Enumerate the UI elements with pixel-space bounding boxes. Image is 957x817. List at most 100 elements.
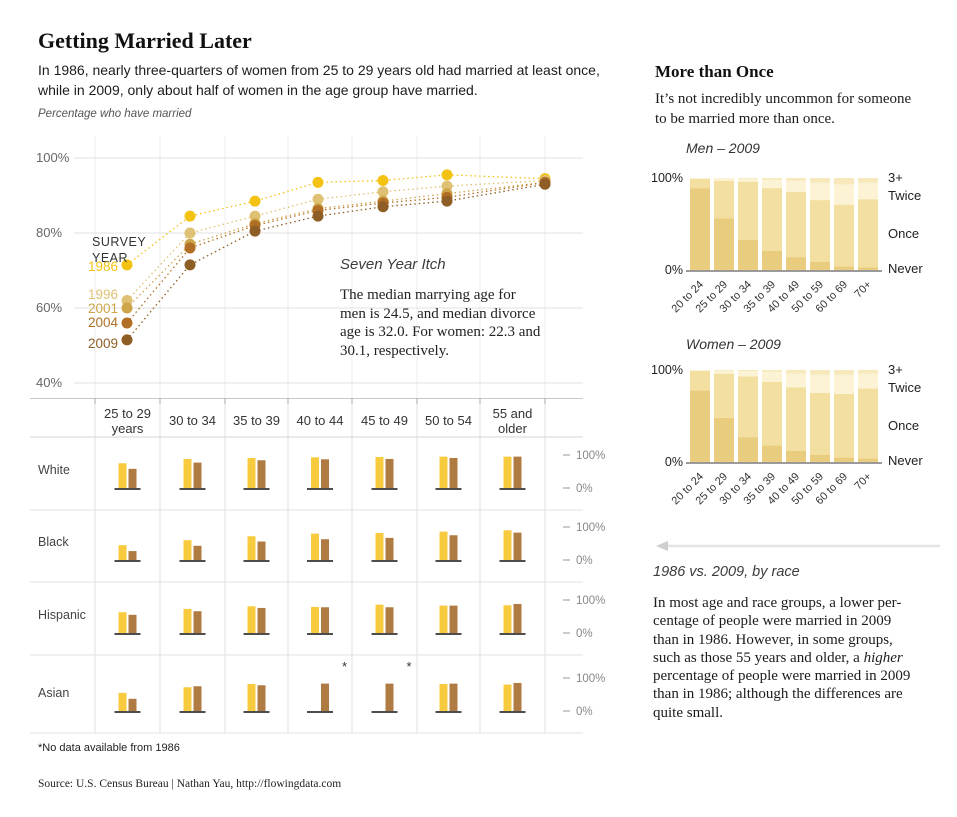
age-column-header: 45 to 49	[361, 413, 408, 428]
bar-2009	[128, 614, 137, 633]
segment-3+	[786, 370, 806, 374]
segment-Once	[690, 370, 710, 391]
segment-3+	[810, 370, 830, 375]
bar-2009	[128, 468, 137, 488]
bar-1986	[439, 683, 448, 711]
segment-Twice	[834, 374, 854, 394]
women-2009-stacked-chart: 100% 0% 20 to 24 25 to 29 30 to 34 35 to 39 40…	[648, 362, 957, 537]
bar-1986	[247, 606, 256, 633]
subtitle-line: while in 2009, only about half of women …	[38, 82, 478, 98]
annotation-text: The median marrying age for men is 24.5,…	[340, 286, 590, 360]
segment-Never	[786, 450, 806, 462]
segment-Twice	[762, 179, 782, 189]
legend-year-label: 1986	[88, 259, 118, 274]
segment-Twice	[714, 370, 734, 374]
race-compare-line: centage of people were married in 2009	[653, 613, 892, 630]
legend-label: 3+	[888, 362, 903, 377]
no-data-asterisk: *	[342, 659, 347, 674]
age-column-header: older	[498, 421, 528, 436]
bar-2009	[257, 460, 266, 488]
y-tick-100: 100%	[651, 171, 683, 185]
mini-axis-label: 0%	[576, 628, 593, 640]
segment-Never	[810, 454, 830, 462]
bar-1986	[183, 540, 192, 560]
y-tick-0: 0%	[665, 263, 683, 277]
age-column-header: 40 to 44	[297, 413, 344, 428]
data-point-2009	[121, 334, 133, 346]
annotation-title: Seven Year Itch	[340, 256, 446, 273]
data-point-1986	[312, 176, 324, 188]
legend-label: Twice	[888, 188, 921, 203]
bar-2009	[385, 683, 394, 711]
bar-2009	[449, 605, 458, 633]
race-row-label: White	[38, 463, 70, 477]
bar-1986	[118, 545, 127, 560]
bar-2009	[321, 683, 329, 711]
data-point-1986	[441, 169, 453, 181]
bar-2009	[257, 607, 266, 633]
mini-axis-label: 100%	[576, 450, 605, 462]
legend-label: Never	[888, 453, 923, 468]
bar-2009	[128, 551, 137, 560]
bar-2009	[449, 457, 458, 488]
data-point-1986	[184, 210, 196, 222]
bar-1986	[118, 612, 127, 633]
segment-Once	[810, 200, 830, 262]
legend-label: Once	[888, 226, 919, 241]
segment-Once	[714, 180, 734, 219]
data-point-2004	[184, 242, 196, 254]
left-arrow	[656, 541, 940, 551]
segment-Twice	[714, 178, 734, 181]
mini-axis-label: 100%	[576, 522, 605, 534]
bar-1986	[118, 463, 127, 488]
survey-year-line-chart: 100% 80% 60% 40% SURVEY YEAR 1986 1996 2001 2004 2…	[30, 128, 590, 400]
annotation-line: 30.1, respectively.	[340, 342, 449, 359]
bar-2009	[193, 545, 202, 560]
legend-title: YEAR	[92, 251, 128, 265]
bar-2009	[257, 541, 266, 560]
legend-year-label: 2009	[88, 336, 118, 351]
y-tick-100: 100%	[651, 363, 683, 377]
segment-3+	[762, 370, 782, 372]
bar-2009	[128, 698, 137, 711]
race-compare-line: quite small.	[653, 704, 723, 721]
data-point-1996	[312, 193, 324, 205]
age-column-header: 30 to 34	[169, 413, 216, 428]
legend-label: 3+	[888, 170, 903, 185]
bar-1986	[183, 608, 192, 633]
race-compare-line: percentage of people were married in 200…	[653, 668, 911, 685]
bar-2009	[513, 456, 522, 488]
segment-Once	[762, 188, 782, 251]
age-column-header: 55 and	[493, 406, 533, 421]
segment-Never	[834, 457, 854, 462]
more-than-once-title: More than Once	[655, 62, 774, 81]
segment-3+	[834, 370, 854, 375]
segment-Never	[786, 257, 806, 270]
race-small-multiples-table: 25 to 29 years 30 to 34 35 to 39 40 to 44 45 …	[30, 398, 630, 763]
bar-1986	[183, 687, 192, 711]
segment-Once	[714, 373, 734, 418]
segment-Once	[762, 381, 782, 446]
data-point-2009	[377, 201, 389, 213]
page-title: Getting Married Later	[38, 28, 252, 53]
segment-Twice	[786, 373, 806, 388]
data-point-2001	[121, 302, 133, 314]
segment-3+	[786, 178, 806, 181]
no-data-asterisk: *	[407, 659, 412, 674]
bar-2009	[321, 539, 329, 560]
segment-Twice	[738, 370, 758, 377]
data-point-2009	[249, 225, 261, 237]
bar-1986	[439, 456, 448, 488]
bar-1986	[311, 457, 319, 488]
segment-Never	[858, 458, 878, 462]
no-data-footnote: *No data available from 1986	[38, 742, 180, 754]
data-point-1986	[377, 175, 389, 186]
source-credit: Source: U.S. Census Bureau | Nathan Yau,…	[38, 778, 342, 790]
segment-Once	[786, 387, 806, 451]
segment-Once	[858, 388, 878, 459]
bar-2009	[513, 603, 522, 633]
y-axis-tick-label: 80%	[36, 225, 62, 240]
segment-Twice	[810, 374, 830, 393]
